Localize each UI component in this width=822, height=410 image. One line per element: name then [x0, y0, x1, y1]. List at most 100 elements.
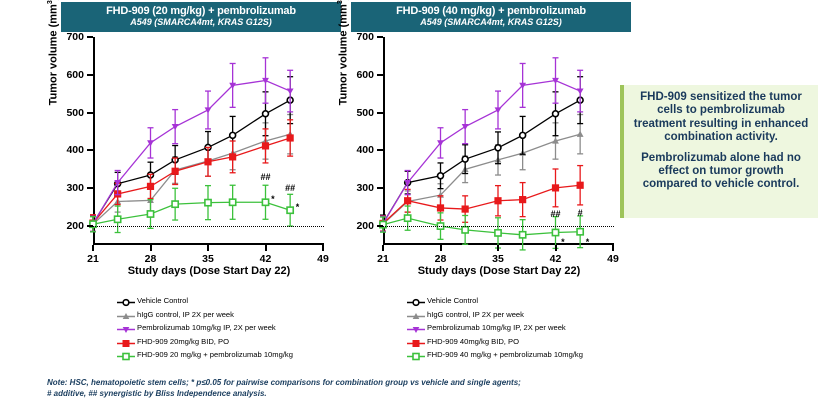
y-tick — [87, 187, 93, 190]
legend-marker-open-circle-black-icon — [405, 296, 427, 309]
panel-title-line1: FHD-909 (40 mg/kg) + pembrolizumab — [396, 5, 586, 17]
legend-marker-filled-square-red-icon — [115, 337, 137, 350]
y-tick — [377, 225, 383, 228]
legend-item: Pembrolizumab 10mg/kg IP, 2X per week — [405, 323, 605, 336]
series-3 — [89, 119, 294, 233]
x-tick — [264, 245, 267, 251]
chart-panel-20mg: FHD-909 (20 mg/kg) + pembrolizumab A549 … — [47, 0, 347, 372]
x-tick — [149, 245, 152, 251]
x-tick-label: 21 — [87, 253, 99, 265]
x-axis-line — [93, 243, 324, 245]
y-tick — [87, 225, 93, 228]
legend-marker-open-square-green-icon — [115, 350, 137, 363]
y-tick-label: 200 — [356, 220, 374, 233]
legend-item: Pembrolizumab 10mg/kg IP, 2X per week — [115, 323, 315, 336]
significance-annotation: * — [295, 202, 300, 213]
x-tick — [92, 245, 94, 251]
y-tick-label: 500 — [66, 106, 84, 119]
significance-annotation: * — [585, 236, 590, 247]
y-tick-label: 500 — [356, 106, 374, 119]
y-axis-title-20mg: Tumor volume (mm3) — [47, 0, 60, 106]
y-tick — [87, 149, 93, 152]
x-tick — [612, 245, 614, 251]
y-tick-label: 700 — [356, 31, 374, 43]
legend-marker-open-circle-black-icon — [115, 296, 137, 309]
significance-annotation: * — [561, 236, 565, 247]
plot-wrap-40mg: Tumor volume (mm3) 200300400500600700212… — [337, 0, 637, 283]
legend-item: FHD-909 40mg/kg BID, PO — [405, 337, 605, 350]
y-tick — [377, 73, 383, 76]
y-axis-line — [383, 37, 385, 245]
plot-area-40mg: 200 300 400 500 600 700 21 28 35 42 49 ## * # * — [356, 31, 618, 265]
plot-wrap-20mg: Tumor volume (mm3) 200 300 400 500 600 700 21 2… — [47, 0, 347, 283]
series-2 — [89, 57, 294, 233]
legend-label: Pembrolizumab 10mg/kg IP, 2X per week — [427, 323, 566, 332]
series-0 — [89, 76, 294, 233]
x-tick-label: 35 — [492, 253, 504, 265]
baseline-dotted-line — [383, 226, 614, 228]
legend-marker-filled-square-red-icon — [405, 337, 427, 350]
y-tick-label: 300 — [66, 182, 84, 195]
series-canvas-40mg — [379, 57, 585, 251]
legend-item: Vehicle Control — [405, 296, 605, 309]
panel-subtitle-line2: A549 (SMARCA4mt, KRAS G12S) — [130, 17, 272, 27]
panel-subtitle-line2: A549 (SMARCA4mt, KRAS G12S) — [420, 17, 562, 27]
legend-label: FHD-909 20 mg/kg + pembrolizumab 10mg/kg — [137, 350, 293, 359]
callout-paragraph-1: FHD-909 sensitized the tumor cells to pe… — [633, 91, 809, 144]
x-axis-title-40mg: Study days (Dose Start Day 22) — [417, 265, 581, 277]
x-tick — [382, 245, 384, 251]
legend-label: hIgG control, IP 2X per week — [137, 309, 234, 319]
y-axis-title-40mg: Tumor volume (mm3) — [337, 0, 350, 106]
legend-40mg: Vehicle Control hIgG control, IP 2X per w… — [405, 296, 605, 364]
y-tick — [377, 149, 383, 152]
x-tick-label: 49 — [607, 253, 619, 265]
x-tick — [497, 245, 499, 251]
y-tick — [377, 36, 383, 38]
significance-annotation: ## — [550, 208, 561, 219]
series-2 — [379, 57, 584, 233]
y-tick-label: 700 — [66, 31, 84, 43]
footnote-line-1: Note: HSC, hematopoietic stem cells; * p… — [47, 378, 521, 387]
legend-item: hIgG control, IP 2X per week — [405, 310, 605, 323]
x-tick-label: 42 — [549, 253, 562, 265]
significance-annotation: ## — [285, 182, 296, 193]
series-canvas-20mg — [89, 57, 295, 234]
y-axis-line — [93, 37, 95, 245]
x-tick — [439, 245, 442, 251]
y-tick-label: 200 — [66, 220, 84, 233]
significance-annotation: ## — [260, 171, 271, 182]
x-tick-label: 28 — [144, 253, 157, 265]
legend-label: FHD-909 40 mg/kg + pembrolizumab 10mg/kg — [427, 350, 583, 359]
legend-item: Vehicle Control — [115, 296, 315, 309]
y-tick — [377, 111, 383, 114]
legend-20mg: Vehicle Control hIgG control, IP 2X per w… — [115, 296, 315, 364]
legend-marker-filled-down-triangle-purple-icon — [115, 323, 137, 336]
baseline-dotted-line — [93, 226, 324, 228]
x-tick-label: 28 — [434, 253, 447, 265]
legend-marker-filled-down-triangle-purple-icon — [405, 323, 427, 336]
legend-label: hIgG control, IP 2X per week — [427, 309, 524, 319]
legend-label: Pembrolizumab 10mg/kg IP, 2X per week — [137, 323, 276, 332]
y-tick — [87, 111, 93, 114]
panel-title-20mg: FHD-909 (20 mg/kg) + pembrolizumab A549 … — [61, 2, 341, 32]
chart-panel-40mg: FHD-909 (40 mg/kg) + pembrolizumab A549 … — [337, 0, 637, 372]
legend-label: FHD-909 40mg/kg BID, PO — [427, 336, 520, 346]
y-tick — [87, 36, 93, 38]
footnote: Note: HSC, hematopoietic stem cells; * p… — [47, 378, 647, 399]
legend-label: Vehicle Control — [137, 296, 189, 305]
x-tick-label: 35 — [202, 253, 214, 265]
legend-item: FHD-909 40 mg/kg + pembrolizumab 10mg/kg — [405, 350, 605, 363]
plot-area-20mg: 200 300 400 500 600 700 21 28 35 42 49 ## * ## * — [66, 31, 328, 265]
y-tick-label: 600 — [356, 68, 374, 81]
legend-marker-filled-triangle-gray-icon — [405, 310, 427, 323]
legend-marker-filled-triangle-gray-icon — [115, 310, 137, 323]
y-tick-label: 300 — [356, 182, 374, 195]
x-tick — [207, 245, 209, 251]
legend-item: hIgG control, IP 2X per week — [115, 310, 315, 323]
y-tick — [377, 187, 383, 190]
legend-label: Vehicle Control — [427, 296, 479, 305]
y-tick-label: 400 — [66, 144, 84, 157]
y-tick — [87, 73, 93, 76]
x-tick-label: 21 — [377, 253, 389, 265]
